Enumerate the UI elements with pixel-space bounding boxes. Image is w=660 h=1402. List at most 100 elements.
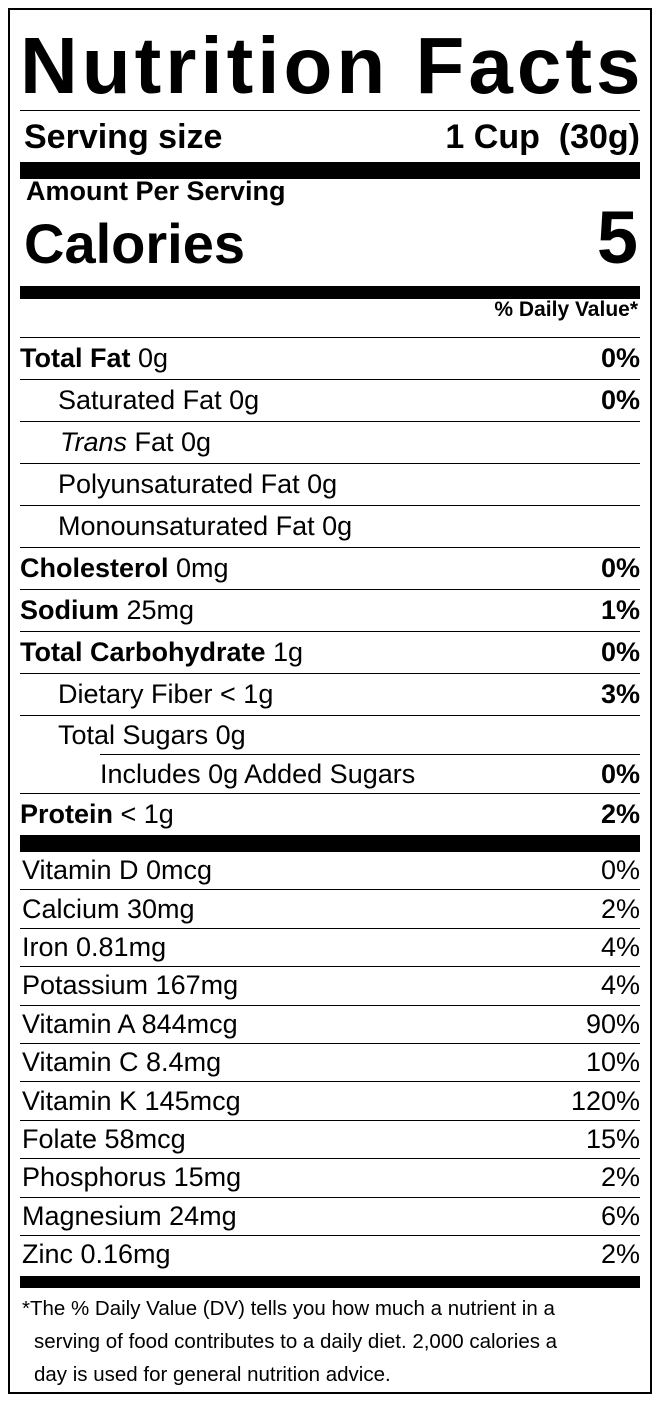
vitamin-dv: 120% bbox=[570, 1085, 640, 1116]
vitamin-dv: 2% bbox=[600, 1239, 640, 1270]
nutrient-dv: 0% bbox=[600, 343, 640, 373]
vitamin-name: Potassium 167mg bbox=[22, 970, 239, 1001]
nutrient-dv: 0% bbox=[600, 553, 640, 583]
divider bbox=[20, 110, 640, 111]
amount-per-serving: Amount Per Serving bbox=[26, 176, 286, 206]
vitamin-dv: 6% bbox=[600, 1200, 640, 1231]
vitamin-row: Magnesium 24mg 6% bbox=[20, 1198, 640, 1235]
nutrient-name: Monounsaturated Fat 0g bbox=[58, 511, 353, 541]
vitamin-row: Vitamin A 844mcg 90% bbox=[20, 1006, 640, 1043]
vitamin-row: Folate 58mcg 15% bbox=[20, 1121, 640, 1158]
nutrient-name: Cholesterol 0mg bbox=[20, 553, 229, 583]
vitamin-dv: 2% bbox=[600, 893, 640, 924]
divider bbox=[20, 1004, 640, 1006]
nutrient-dv: 1% bbox=[600, 595, 640, 625]
divider bbox=[20, 463, 640, 464]
nutrient-dv: 0% bbox=[600, 385, 640, 415]
divider bbox=[20, 793, 640, 794]
vitamin-dv: 90% bbox=[585, 1008, 640, 1039]
nutrient-row-total-sugars: Total Sugars 0g bbox=[20, 716, 640, 754]
vitamin-row: Iron 0.81mg 4% bbox=[20, 929, 640, 966]
nutrient-name: Trans Fat 0g bbox=[60, 427, 212, 457]
vitamin-name: Magnesium 24mg bbox=[22, 1200, 237, 1231]
nutrient-row-sodium: Sodium 25mg 1% bbox=[20, 590, 640, 631]
nutrient-name: Total Fat 0g bbox=[20, 343, 169, 373]
nutrient-dv: 0% bbox=[600, 758, 640, 789]
thick-divider bbox=[20, 835, 640, 852]
nutrient-name: Total Sugars 0g bbox=[58, 719, 246, 750]
nutrient-row-trans-fat: Trans Fat 0g bbox=[20, 422, 640, 463]
divider bbox=[20, 631, 640, 632]
label-title: Nutrition Facts bbox=[20, 21, 645, 110]
calories-label: Calories bbox=[24, 212, 245, 275]
medium-divider bbox=[20, 1276, 640, 1288]
medium-divider bbox=[20, 286, 640, 299]
divider bbox=[20, 1081, 640, 1083]
vitamin-row: Zinc 0.16mg 2% bbox=[20, 1236, 640, 1273]
divider bbox=[20, 379, 640, 380]
nutrient-name: Includes 0g Added Sugars bbox=[100, 758, 416, 789]
vitamin-dv: 0% bbox=[600, 855, 640, 886]
nutrient-row-total-fat: Total Fat 0g 0% bbox=[20, 338, 640, 379]
vitamin-dv: 4% bbox=[600, 970, 640, 1001]
daily-value-header: % Daily Value* bbox=[494, 298, 638, 321]
vitamin-name: Vitamin C 8.4mg bbox=[22, 1047, 222, 1078]
vitamin-name: Vitamin K 145mcg bbox=[22, 1085, 241, 1116]
nutrient-row-monounsaturated-fat: Monounsaturated Fat 0g bbox=[20, 506, 640, 547]
divider bbox=[20, 337, 640, 338]
vitamin-dv: 10% bbox=[585, 1047, 640, 1078]
nutrient-dv: 2% bbox=[600, 798, 640, 829]
vitamin-row: Vitamin D 0mcg 0% bbox=[20, 852, 640, 889]
divider bbox=[20, 966, 640, 968]
serving-size-row: Serving size 1 Cup (30g) bbox=[20, 114, 640, 160]
divider bbox=[20, 927, 640, 929]
vitamin-dv: 2% bbox=[600, 1162, 640, 1193]
vitamin-row: Potassium 167mg 4% bbox=[20, 967, 640, 1004]
divider bbox=[20, 547, 640, 548]
nutrient-row-dietary-fiber: Dietary Fiber < 1g 3% bbox=[20, 674, 640, 715]
nutrient-name: Dietary Fiber < 1g bbox=[58, 679, 274, 709]
footnote: *The % Daily Value (DV) tells you how mu… bbox=[22, 1292, 626, 1391]
divider bbox=[20, 421, 640, 422]
thick-divider bbox=[20, 162, 640, 179]
divider bbox=[20, 1235, 640, 1236]
divider bbox=[20, 1119, 640, 1121]
divider bbox=[20, 589, 640, 590]
vitamin-row: Vitamin C 8.4mg 10% bbox=[20, 1044, 640, 1081]
vitamin-row: Calcium 30mg 2% bbox=[20, 890, 640, 927]
nutrient-row-polyunsaturated-fat: Polyunsaturated Fat 0g bbox=[20, 464, 640, 505]
label-inner: Nutrition Facts Serving size 1 Cup (30g)… bbox=[20, 10, 640, 1392]
vitamin-dv: 4% bbox=[600, 931, 640, 962]
vitamin-name: Phosphorus 15mg bbox=[22, 1162, 242, 1193]
vitamin-name: Folate 58mcg bbox=[22, 1123, 186, 1154]
divider bbox=[20, 505, 640, 506]
divider bbox=[20, 715, 640, 716]
vitamin-name: Vitamin D 0mcg bbox=[22, 855, 213, 886]
vitamin-name: Vitamin A 844mcg bbox=[22, 1008, 238, 1039]
divider bbox=[100, 754, 640, 755]
calories-value: 5 bbox=[596, 196, 638, 279]
divider bbox=[20, 889, 640, 891]
nutrient-row-saturated-fat: Saturated Fat 0g 0% bbox=[20, 380, 640, 421]
nutrient-name: Saturated Fat 0g bbox=[58, 385, 260, 415]
divider bbox=[20, 1196, 640, 1198]
serving-size-label: Serving size bbox=[24, 117, 223, 156]
nutrient-name: Polyunsaturated Fat 0g bbox=[58, 469, 338, 499]
footnote-line: serving of food contributes to a daily d… bbox=[34, 1330, 558, 1353]
nutrient-dv: 0% bbox=[600, 637, 640, 667]
vitamin-row: Phosphorus 15mg 2% bbox=[20, 1159, 640, 1196]
nutrient-name: Protein < 1g bbox=[20, 798, 174, 829]
serving-size-value: 1 Cup (30g) bbox=[445, 117, 640, 156]
vitamin-name: Calcium 30mg bbox=[22, 893, 195, 924]
nutrient-row-cholesterol: Cholesterol 0mg 0% bbox=[20, 548, 640, 589]
vitamin-row: Vitamin K 145mcg 120% bbox=[20, 1082, 640, 1119]
vitamin-name: Zinc 0.16mg bbox=[22, 1239, 171, 1270]
divider bbox=[20, 1043, 640, 1044]
vitamin-name: Iron 0.81mg bbox=[22, 931, 167, 962]
nutrient-name: Sodium 25mg bbox=[20, 595, 195, 625]
nutrition-facts-label: Nutrition Facts Serving size 1 Cup (30g)… bbox=[8, 8, 652, 1394]
nutrient-row-protein: Protein < 1g 2% bbox=[20, 794, 640, 834]
divider bbox=[20, 1158, 640, 1160]
nutrient-row-added-sugars: Includes 0g Added Sugars 0% bbox=[20, 755, 640, 793]
divider bbox=[20, 673, 640, 674]
